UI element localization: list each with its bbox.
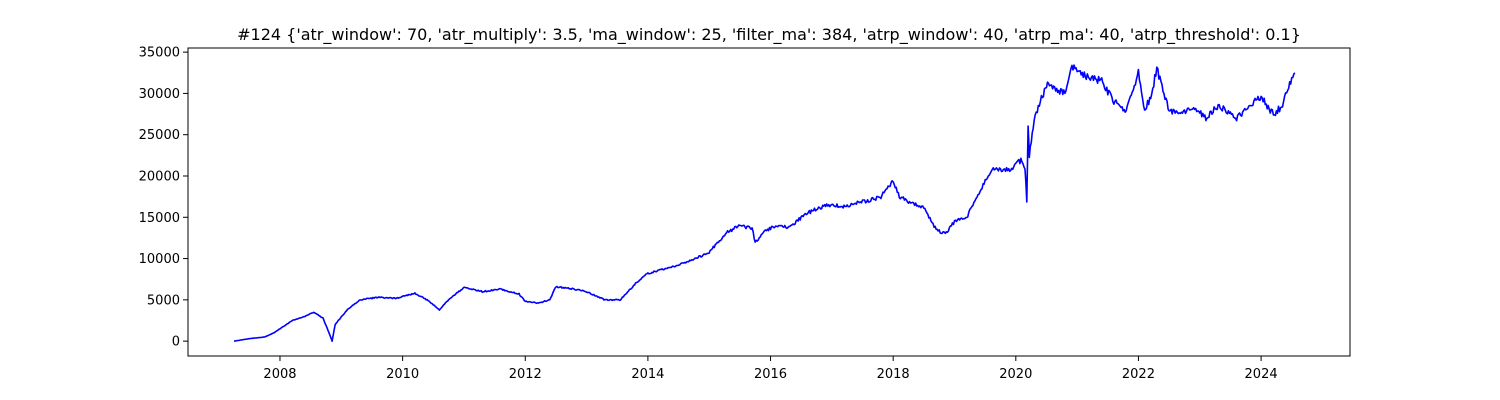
x-tick-label: 2016 <box>754 367 787 382</box>
x-tick-label: 2010 <box>386 367 419 382</box>
series-line <box>233 64 1296 342</box>
chart-title: #124 {'atr_window': 70, 'atr_multiply': … <box>237 25 1301 45</box>
x-tick-label: 2024 <box>1245 367 1278 382</box>
x-tick-label: 2022 <box>1122 367 1155 382</box>
x-tick-label: 2020 <box>999 367 1032 382</box>
y-tick-label: 10000 <box>139 252 180 267</box>
x-tick-label: 2014 <box>631 367 664 382</box>
x-tick-label: 2008 <box>263 367 296 382</box>
x-axis: 2008 2010 2012 2014 2016 2018 2020 2022 2024 <box>263 356 1278 382</box>
y-tick-label: 20000 <box>139 169 180 184</box>
y-tick-label: 5000 <box>147 293 180 308</box>
y-axis: 0 5000 10000 15000 20000 25000 30000 35000 <box>139 46 188 350</box>
y-tick-label: 0 <box>172 335 180 350</box>
x-tick-label: 2018 <box>877 367 910 382</box>
y-tick-label: 35000 <box>139 46 180 61</box>
x-tick-label: 2012 <box>509 367 542 382</box>
y-tick-label: 25000 <box>139 128 180 143</box>
plot-area <box>187 47 1351 357</box>
y-tick-label: 15000 <box>139 211 180 226</box>
series-layer <box>233 64 1296 342</box>
y-tick-label: 30000 <box>139 87 180 102</box>
